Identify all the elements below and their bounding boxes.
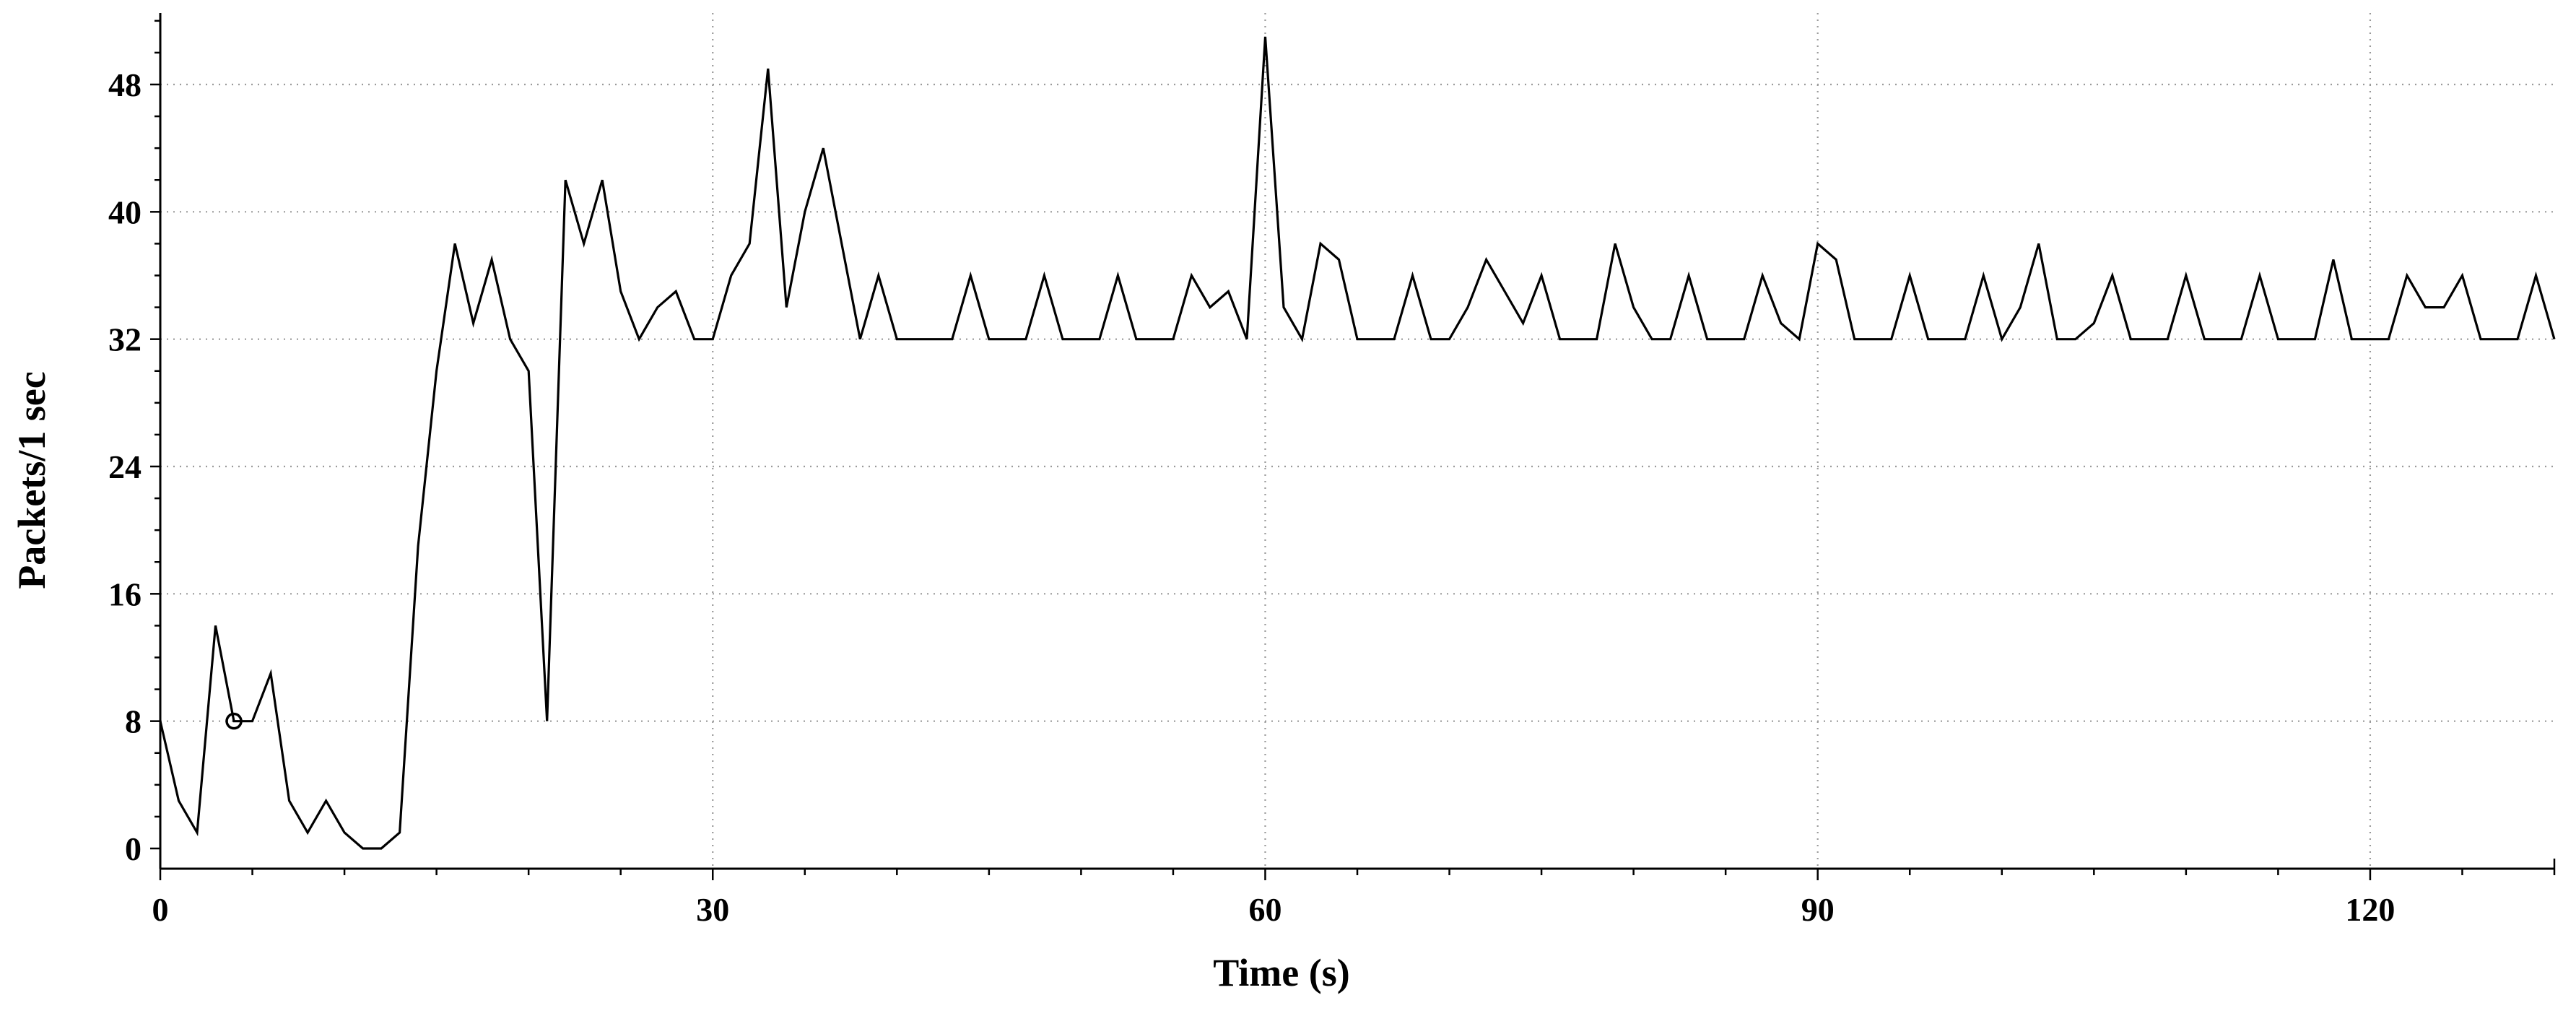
axes-layer [150, 13, 2556, 880]
y-tick-label: 16 [108, 576, 142, 612]
y-tick-label: 48 [108, 66, 142, 103]
x-tick-label: 120 [2345, 891, 2395, 928]
x-tick-label: 90 [1801, 891, 1835, 928]
x-tick-label: 0 [152, 891, 169, 928]
series-layer [159, 36, 2556, 850]
y-tick-label: 0 [125, 830, 142, 867]
x-tick-label: 30 [696, 891, 729, 928]
x-axis-title: Time (s) [1213, 951, 1349, 994]
grid-layer [160, 13, 2554, 869]
selected-point-marker [225, 712, 243, 730]
y-tick-label: 8 [125, 703, 142, 740]
y-tick-label: 24 [108, 448, 142, 485]
packets-series-line [159, 36, 2556, 850]
y-axis-title: Packets/1 sec [10, 371, 53, 589]
y-tick-label: 40 [108, 194, 142, 230]
labels-layer: 0 8 16 24 32 40 48 0 30 60 90 120 [108, 66, 2395, 928]
x-tick-label: 60 [1248, 891, 1282, 928]
y-tick-label: 32 [108, 321, 142, 358]
